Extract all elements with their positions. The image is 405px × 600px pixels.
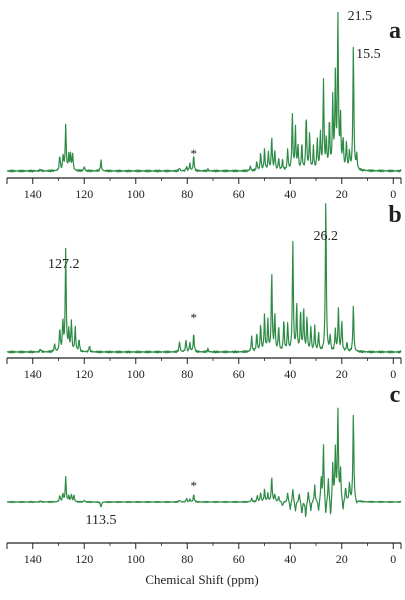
spectrum-trace bbox=[6, 407, 402, 518]
solvent-peak-marker: * bbox=[190, 310, 197, 325]
solvent-peak-marker: * bbox=[190, 478, 197, 493]
peak-label: 26.2 bbox=[314, 229, 339, 244]
peak-label: 113.5 bbox=[86, 513, 117, 528]
spectrum-trace bbox=[6, 203, 402, 354]
spectrum-panel-b: 140 120 100 80 60 40 20 0 b 127.2 26.2 * bbox=[6, 202, 402, 381]
x-tick-label: 0 bbox=[390, 552, 396, 566]
panel-label: c bbox=[390, 382, 401, 408]
x-tick-label: 140 bbox=[24, 187, 42, 201]
spectrum-panel-c: 140 120 100 80 60 40 20 0 c 113.5 * bbox=[6, 382, 402, 566]
x-tick-label: 120 bbox=[75, 367, 93, 381]
x-tick-label: 20 bbox=[336, 187, 348, 201]
x-tick-label: 140 bbox=[24, 552, 42, 566]
panel-label: a bbox=[389, 18, 401, 44]
x-tick-label: 0 bbox=[390, 187, 396, 201]
x-tick-label: 80 bbox=[181, 367, 193, 381]
x-tick-label: 40 bbox=[284, 367, 296, 381]
x-tick-label: 100 bbox=[127, 187, 145, 201]
x-axis-title: Chemical Shift (ppm) bbox=[145, 572, 258, 587]
x-tick-label: 100 bbox=[127, 552, 145, 566]
solvent-peak-marker: * bbox=[190, 146, 197, 161]
panel-label: b bbox=[388, 202, 401, 228]
x-tick-label: 80 bbox=[181, 552, 193, 566]
x-tick-label: 40 bbox=[284, 187, 296, 201]
x-tick-label: 40 bbox=[284, 552, 296, 566]
peak-label: 15.5 bbox=[356, 47, 381, 62]
x-tick-label: 120 bbox=[75, 552, 93, 566]
peak-label: 127.2 bbox=[48, 257, 80, 272]
x-tick-label: 140 bbox=[24, 367, 42, 381]
x-tick-label: 20 bbox=[336, 367, 348, 381]
x-tick-label: 120 bbox=[75, 187, 93, 201]
spectrum-panel-a: 140 120 100 80 60 40 20 0 a 21.5 15.5 * bbox=[6, 9, 402, 201]
x-tick-label: 80 bbox=[181, 187, 193, 201]
x-tick-label: 60 bbox=[233, 187, 245, 201]
x-tick-label: 0 bbox=[390, 367, 396, 381]
x-tick-label: 100 bbox=[127, 367, 145, 381]
x-tick-label: 60 bbox=[233, 552, 245, 566]
spectrum-trace bbox=[6, 11, 402, 173]
x-tick-label: 60 bbox=[233, 367, 245, 381]
peak-label: 21.5 bbox=[348, 9, 373, 24]
x-tick-label: 20 bbox=[336, 552, 348, 566]
spectrum-panels: 140 120 100 80 60 40 20 0 a 21.5 15.5 * 140 120 100 80 6… bbox=[6, 9, 402, 566]
